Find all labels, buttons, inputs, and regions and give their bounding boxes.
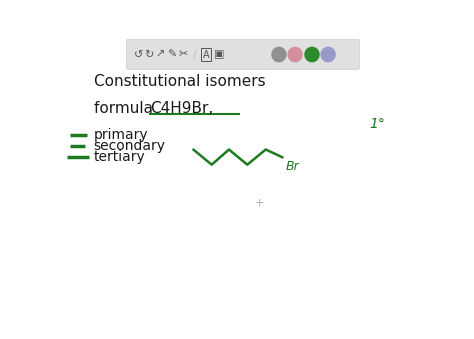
- Ellipse shape: [305, 47, 319, 62]
- Text: Br: Br: [286, 160, 300, 173]
- Ellipse shape: [288, 47, 302, 62]
- Text: C4H9Br,: C4H9Br,: [150, 101, 213, 116]
- Text: tertiary: tertiary: [93, 150, 145, 164]
- Text: secondary: secondary: [93, 139, 165, 153]
- Text: primary: primary: [93, 128, 148, 142]
- Text: ▣: ▣: [214, 49, 224, 60]
- Text: 1°: 1°: [370, 117, 385, 131]
- Text: Constitutional isomers: Constitutional isomers: [94, 74, 266, 88]
- Text: ↺: ↺: [134, 49, 143, 60]
- Text: ✂: ✂: [179, 49, 188, 60]
- Ellipse shape: [272, 47, 286, 62]
- Text: A: A: [203, 49, 210, 60]
- Ellipse shape: [321, 47, 335, 62]
- Text: formula: formula: [94, 101, 158, 116]
- Text: ✎: ✎: [166, 49, 176, 60]
- Text: /: /: [192, 49, 196, 60]
- Text: ↗: ↗: [155, 49, 165, 60]
- FancyBboxPatch shape: [127, 39, 359, 69]
- Text: ↻: ↻: [145, 49, 154, 60]
- Text: +: +: [255, 198, 264, 207]
